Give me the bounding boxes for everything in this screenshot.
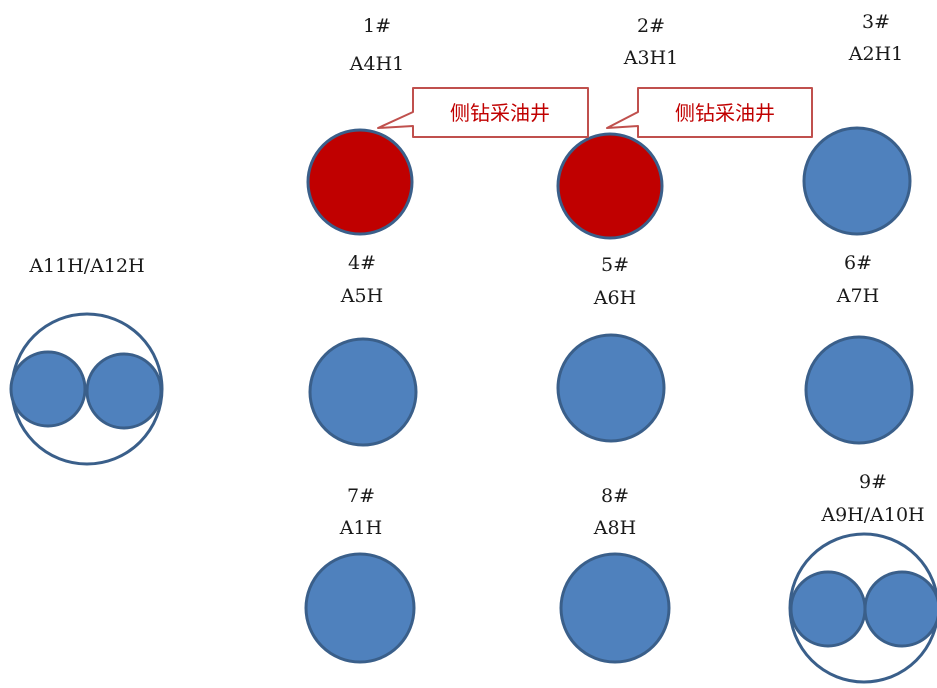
- well-5-name: A6H: [593, 287, 636, 309]
- well-1: 1# A4H1: [306, 15, 414, 236]
- well-7-circle: [304, 552, 416, 664]
- callout-2-box: [606, 87, 813, 138]
- well-10-left-circle: [9, 350, 87, 428]
- well-6-circle: [804, 335, 914, 445]
- well-2-number: 2#: [637, 15, 665, 37]
- well-7: 7# A1H: [304, 485, 416, 664]
- well-5-number: 5#: [601, 254, 629, 276]
- well-8: 8# A8H: [559, 485, 671, 664]
- well-3: 3# A2H1: [802, 11, 912, 236]
- well-9: 9# A9H/A10H: [788, 471, 937, 684]
- well-2-circle: [556, 132, 664, 240]
- callout-1-box: [377, 87, 589, 138]
- well-1-circle: [306, 128, 414, 236]
- well-7-name: A1H: [339, 517, 382, 539]
- well-10-right-circle: [85, 352, 163, 430]
- callout-1: 侧钻采油井: [377, 87, 589, 138]
- callout-1-text: 侧钻采油井: [450, 101, 550, 125]
- well-9-left-circle: [789, 570, 867, 648]
- well-3-name: A2H1: [848, 43, 903, 65]
- well-2-name: A3H1: [623, 47, 678, 69]
- well-6-number: 6#: [844, 252, 872, 274]
- well-6: 6# A7H: [804, 252, 914, 445]
- well-5-circle: [556, 333, 666, 443]
- well-9-number: 9#: [859, 471, 887, 493]
- well-9-name: A9H/A10H: [820, 504, 924, 526]
- callout-2: 侧钻采油井: [606, 87, 813, 138]
- well-3-circle: [802, 126, 912, 236]
- callout-2-text: 侧钻采油井: [675, 101, 775, 125]
- well-4: 4# A5H: [308, 252, 418, 447]
- well-9-right-circle: [863, 570, 937, 648]
- well-2: 2# A3H1: [556, 15, 678, 240]
- well-4-circle: [308, 337, 418, 447]
- well-8-circle: [559, 552, 671, 664]
- well-10-name: A11H/A12H: [28, 255, 144, 277]
- well-8-number: 8#: [601, 485, 629, 507]
- well-3-number: 3#: [862, 11, 890, 33]
- well-1-number: 1#: [363, 15, 391, 37]
- well-6-name: A7H: [836, 285, 879, 307]
- well-4-name: A5H: [340, 285, 383, 307]
- well-4-number: 4#: [348, 252, 376, 274]
- well-5: 5# A6H: [556, 254, 666, 443]
- well-8-name: A8H: [593, 517, 636, 539]
- well-10: A11H/A12H: [9, 255, 164, 466]
- well-1-name: A4H1: [349, 53, 404, 75]
- well-7-number: 7#: [347, 485, 375, 507]
